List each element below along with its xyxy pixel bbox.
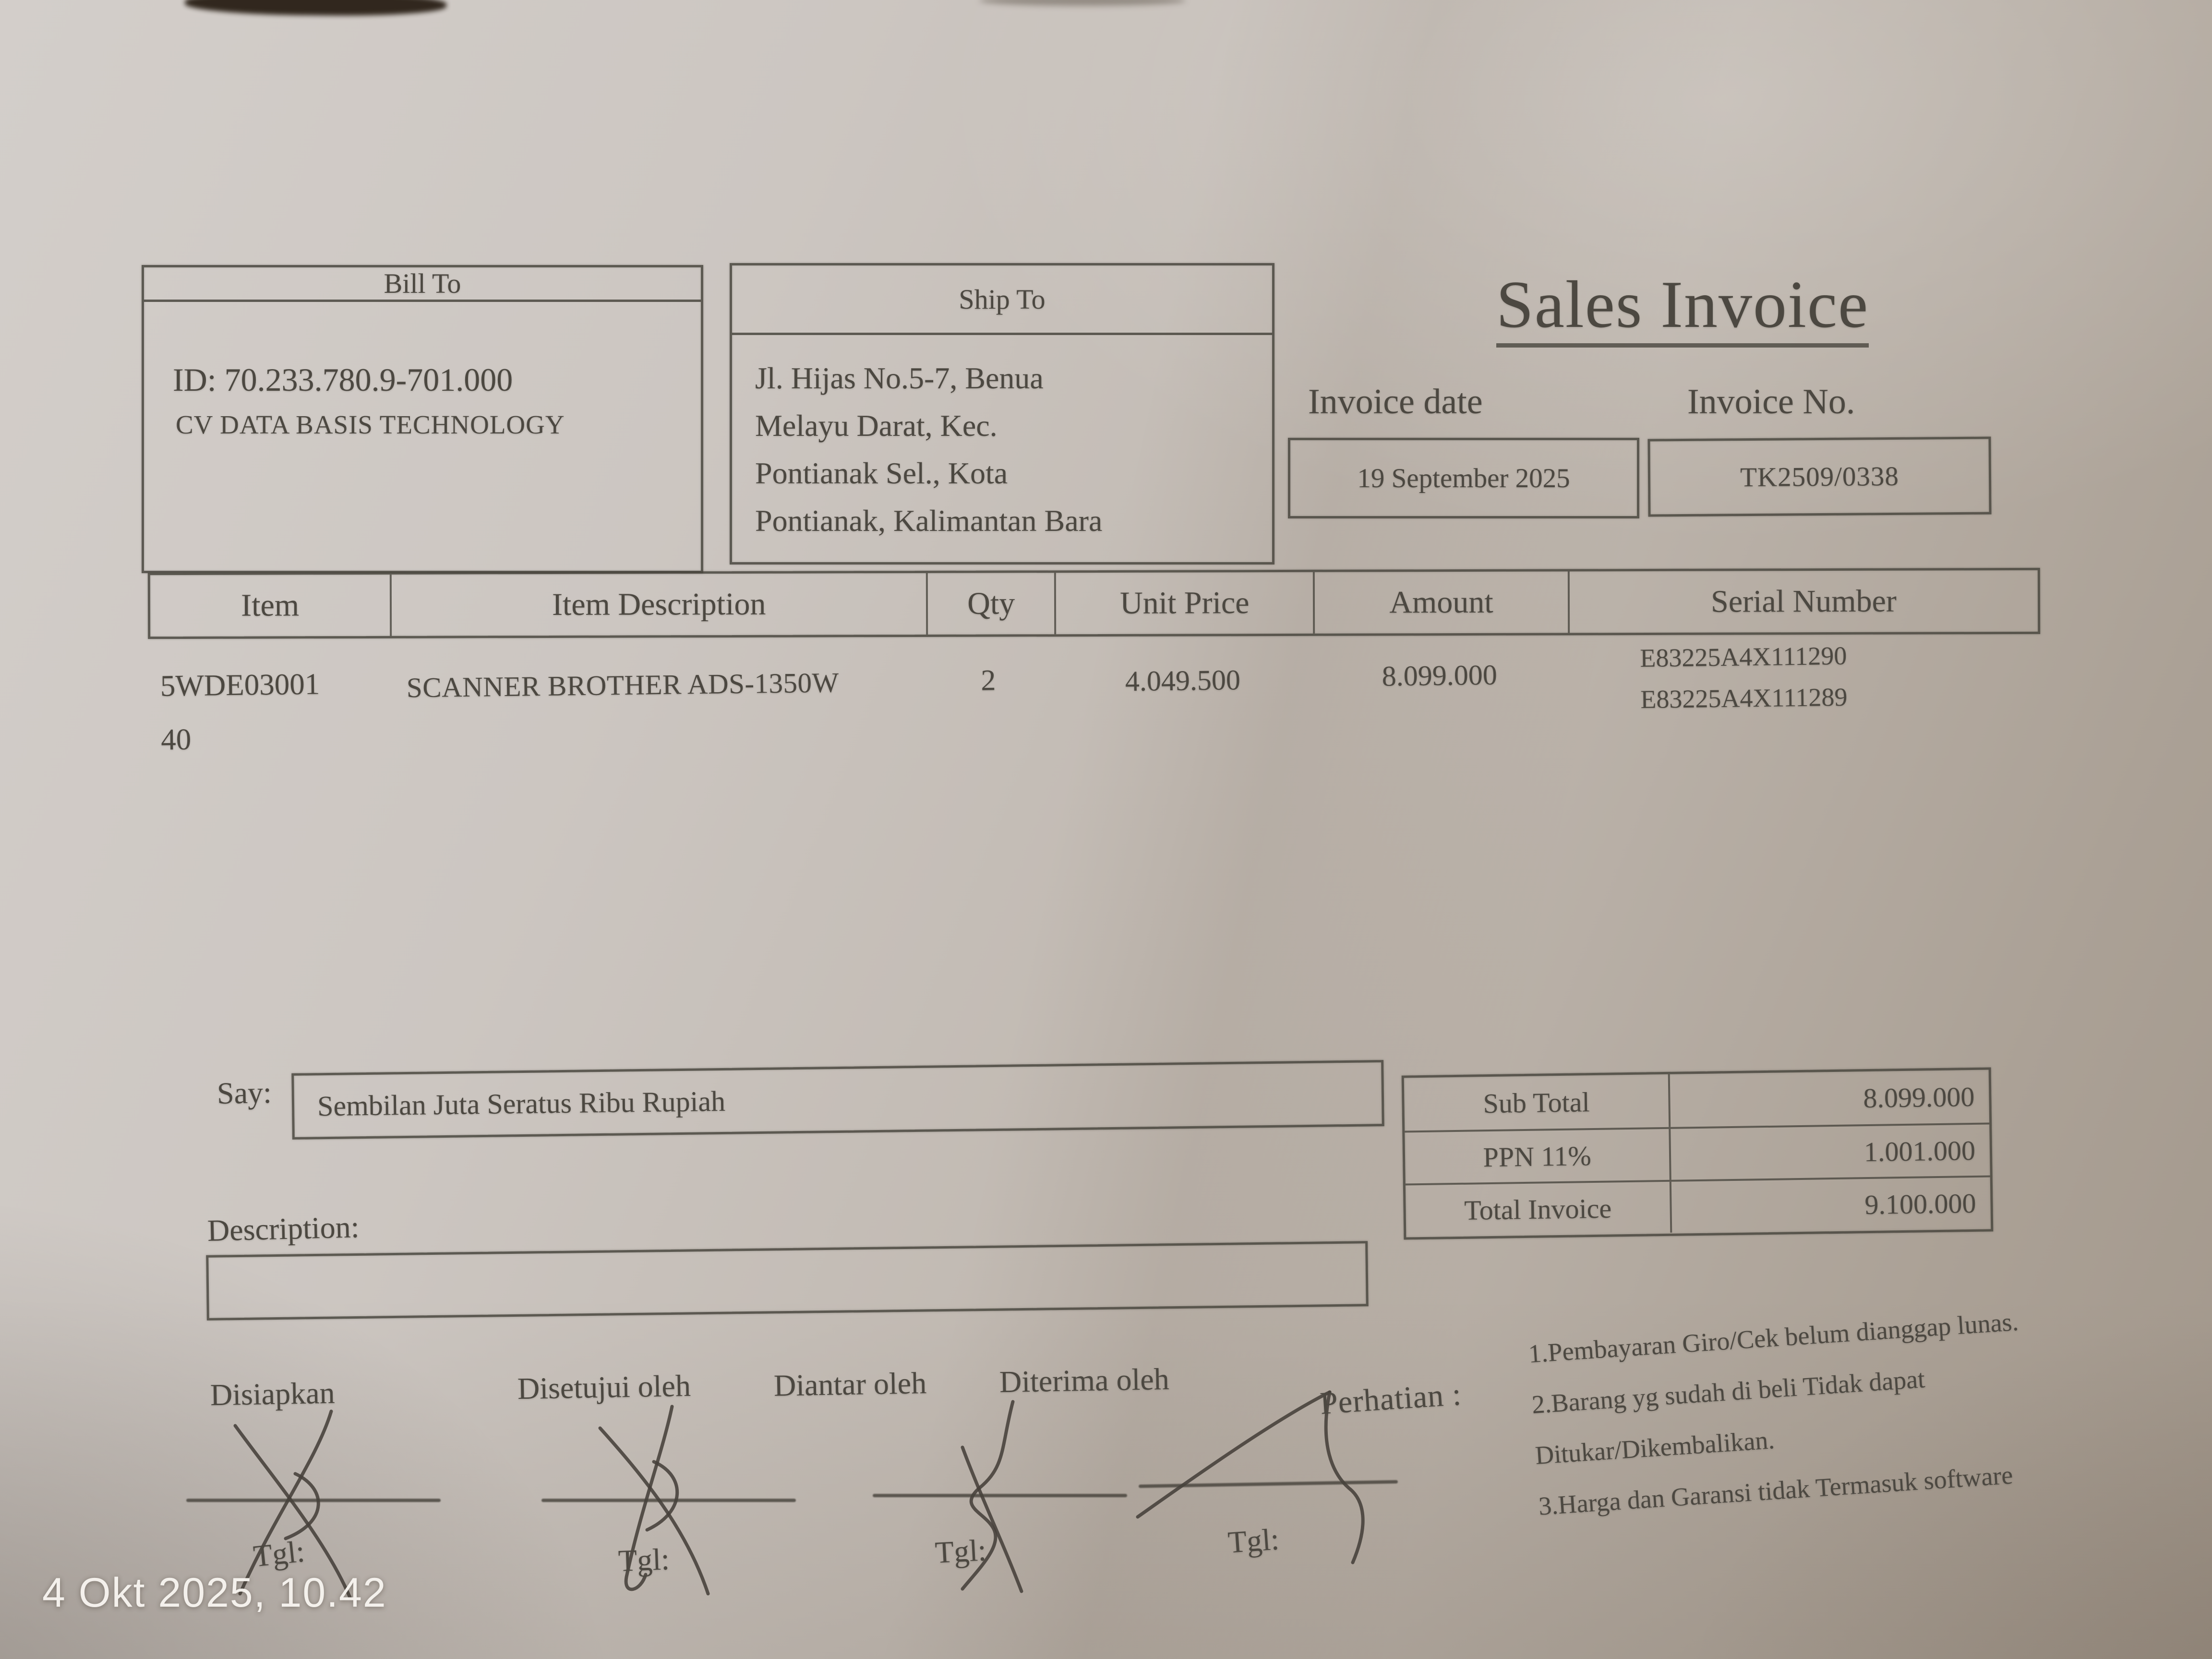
signature-line-3 bbox=[873, 1494, 1127, 1497]
ship-to-address: Jl. Hijas No.5-7, Benua Melayu Darat, Ke… bbox=[755, 354, 1102, 544]
item-qty-value: 2 bbox=[980, 664, 996, 697]
invoice-date-label: Invoice date bbox=[1308, 382, 1483, 421]
invoice-date-value: 19 September 2025 bbox=[1357, 463, 1570, 493]
signature-label-disetujui: Disetujui oleh bbox=[517, 1368, 691, 1406]
item-unit-price-value: 4.049.500 bbox=[1125, 664, 1241, 697]
items-header-serial: Serial Number bbox=[1567, 570, 2038, 633]
tgl-label-1: Tgl: bbox=[252, 1534, 307, 1574]
invoice-number-label: Invoice No. bbox=[1687, 382, 1855, 421]
pen-stroke bbox=[238, 1409, 333, 1596]
pen-stroke bbox=[1136, 1390, 1332, 1519]
pen-stroke bbox=[624, 1405, 674, 1591]
total-invoice-row: Total Invoice 9.100.000 bbox=[1405, 1175, 1991, 1237]
item-code-line2: 40 bbox=[160, 722, 192, 757]
invoice-date-box: 19 September 2025 bbox=[1288, 438, 1639, 518]
pen-stroke bbox=[598, 1426, 710, 1596]
ship-to-address-line: Pontianak, Kalimantan Bara bbox=[755, 504, 1103, 538]
items-header-item: Item bbox=[241, 588, 300, 623]
ship-to-address-line: Pontianak Sel., Kota bbox=[755, 456, 1008, 490]
invoice-title-wrap: Sales Invoice bbox=[1433, 271, 1932, 348]
tax-label: PPN 11% bbox=[1405, 1129, 1671, 1184]
tax-row: PPN 11% 1.001.000 bbox=[1405, 1122, 1990, 1184]
items-table-header: Item Item Description Qty Unit Price Amo… bbox=[147, 567, 2041, 639]
signature-label-diantar: Diantar oleh bbox=[773, 1366, 927, 1403]
item-serial-2: E83225A4X111289 bbox=[1640, 682, 1848, 714]
signature-stroke-diterima bbox=[1136, 1390, 1365, 1564]
invoice-title: Sales Invoice bbox=[1496, 271, 1869, 348]
description-box bbox=[206, 1241, 1369, 1321]
background-surface-sliver-2 bbox=[979, 0, 1186, 6]
bill-to-label: Bill To bbox=[384, 268, 461, 299]
subtotal-label: Sub Total bbox=[1404, 1074, 1671, 1131]
camera-timestamp: 4 Okt 2025, 10.42 bbox=[42, 1570, 387, 1616]
total-invoice-value: 9.100.000 bbox=[1864, 1187, 1976, 1220]
total-invoice-label: Total Invoice bbox=[1405, 1181, 1672, 1237]
notes-block: Perhatian : 1.Pembayaran Giro/Cek belum … bbox=[1288, 1265, 2204, 1555]
signature-stroke-disiapkan bbox=[233, 1409, 352, 1600]
ship-to-address-line: Melayu Darat, Kec. bbox=[755, 409, 998, 443]
bill-to-box: Bill To ID: 70.233.780.9-701.000 CV DATA… bbox=[142, 265, 703, 573]
pen-stroke bbox=[1324, 1390, 1365, 1564]
subtotal-value: 8.099.000 bbox=[1863, 1081, 1975, 1114]
ship-to-header: Ship To bbox=[732, 265, 1272, 335]
ship-to-box: Ship To Jl. Hijas No.5-7, Benua Melayu D… bbox=[730, 263, 1274, 565]
invoice-number-box: TK2509/0338 bbox=[1647, 436, 1992, 517]
subtotal-row: Sub Total 8.099.000 bbox=[1404, 1070, 1989, 1131]
signature-label-disiapkan: Disiapkan bbox=[210, 1375, 336, 1412]
tgl-label-2: Tgl: bbox=[617, 1542, 670, 1578]
item-serial-1: E83225A4X111290 bbox=[1640, 641, 1847, 673]
pen-stroke bbox=[645, 1460, 679, 1532]
signature-line-1 bbox=[186, 1499, 441, 1502]
notes-lines: 1.Pembayaran Giro/Cek belum dianggap lun… bbox=[1527, 1296, 2031, 1532]
notes-label: Perhatian : bbox=[1319, 1377, 1463, 1421]
say-box: Sembilan Juta Seratus Ribu Rupiah bbox=[291, 1060, 1384, 1140]
items-header-description: Item Description bbox=[390, 573, 926, 636]
pen-stroke bbox=[961, 1400, 1015, 1591]
tax-value: 1.001.000 bbox=[1863, 1134, 1976, 1167]
tgl-label-4: Tgl: bbox=[1226, 1522, 1280, 1560]
ship-to-label: Ship To bbox=[959, 283, 1046, 315]
background-surface-sliver bbox=[184, 0, 447, 17]
items-header-unit-price: Unit Price bbox=[1054, 572, 1313, 635]
signature-stroke-disetujui bbox=[598, 1405, 710, 1596]
say-label: Say: bbox=[216, 1075, 272, 1110]
totals-table: Sub Total 8.099.000 PPN 11% 1.001.000 To… bbox=[1401, 1067, 1994, 1240]
tgl-label-3: Tgl: bbox=[934, 1533, 987, 1570]
bill-to-name-line: CV DATA BASIS TECHNOLOGY bbox=[176, 410, 565, 439]
invoice-number-value: TK2509/0338 bbox=[1740, 461, 1899, 493]
description-label: Description: bbox=[207, 1210, 360, 1248]
bill-to-header: Bill To bbox=[144, 267, 701, 302]
items-header-qty: Qty bbox=[926, 573, 1055, 635]
items-header-amount: Amount bbox=[1312, 571, 1568, 634]
item-amount-value: 8.099.000 bbox=[1382, 659, 1498, 692]
items-table-row: 5WDE03001 40 SCANNER BROTHER ADS-1350W 2… bbox=[148, 630, 2037, 797]
signature-stroke-diantar bbox=[961, 1400, 1023, 1593]
bill-to-id-line: ID: 70.233.780.9-701.000 bbox=[173, 361, 513, 398]
pen-stroke bbox=[284, 1472, 320, 1540]
signature-line-2 bbox=[541, 1499, 796, 1502]
pen-stroke bbox=[233, 1424, 352, 1600]
ship-to-address-line: Jl. Hijas No.5-7, Benua bbox=[755, 361, 1044, 395]
pen-stroke bbox=[961, 1445, 1023, 1593]
item-description-value: SCANNER BROTHER ADS-1350W bbox=[406, 666, 840, 704]
item-code-line1: 5WDE03001 bbox=[160, 667, 320, 703]
say-value: Sembilan Juta Seratus Ribu Rupiah bbox=[317, 1085, 726, 1122]
